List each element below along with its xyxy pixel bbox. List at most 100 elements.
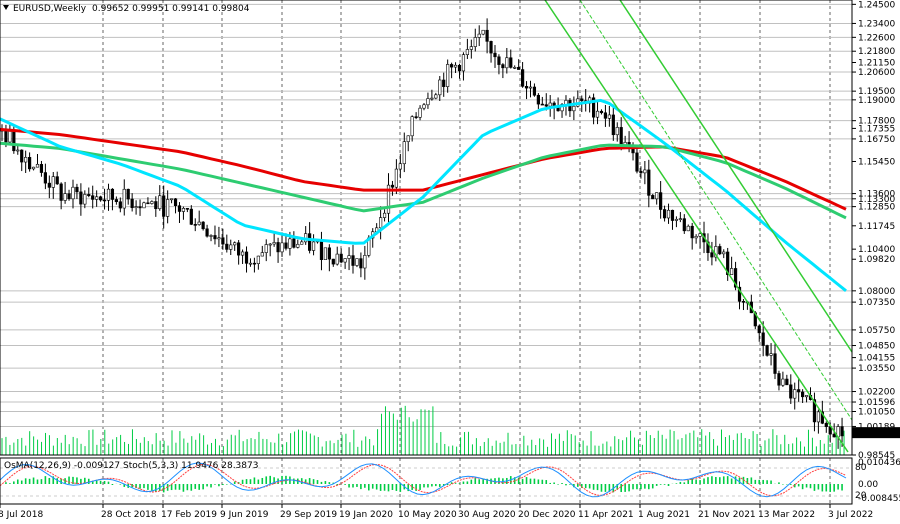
x-tick-label: 17 Feb 2019 bbox=[161, 510, 217, 520]
x-tick-label: 20 Dec 2020 bbox=[518, 510, 576, 520]
y-tick-label: 1.04850 bbox=[858, 342, 895, 352]
candle-body bbox=[177, 205, 182, 212]
candle-body bbox=[659, 192, 663, 210]
series-ema200 bbox=[0, 127, 847, 211]
candle-body bbox=[237, 242, 241, 256]
candle-body bbox=[722, 251, 726, 255]
candle-body bbox=[193, 224, 197, 226]
candle-body bbox=[785, 378, 789, 386]
candle-body bbox=[308, 233, 312, 251]
candle-body bbox=[718, 246, 722, 255]
candle-body bbox=[95, 196, 99, 200]
candle-body bbox=[820, 411, 824, 424]
candle-body bbox=[390, 184, 395, 188]
candle-body bbox=[730, 268, 734, 275]
candle-body bbox=[8, 131, 12, 143]
candle-body bbox=[686, 225, 690, 232]
candle-body bbox=[741, 301, 746, 303]
candle-body bbox=[280, 242, 284, 253]
candle-body bbox=[619, 127, 623, 148]
y-tick-label: 1.07350 bbox=[858, 298, 895, 308]
y-tick-label: 1.17800 bbox=[858, 117, 895, 127]
stoch-main-line bbox=[0, 462, 847, 498]
candle-body bbox=[394, 168, 398, 188]
candle-body bbox=[201, 221, 205, 230]
candle-body bbox=[615, 127, 619, 136]
candle-body bbox=[327, 247, 331, 260]
candle-body bbox=[690, 225, 694, 239]
y-tick-label: 1.09820 bbox=[858, 255, 895, 265]
candle-body bbox=[607, 114, 611, 119]
candle-body bbox=[769, 353, 773, 356]
candle-body bbox=[28, 157, 32, 170]
candle-body bbox=[106, 188, 111, 201]
candle-body bbox=[544, 104, 548, 107]
candle-body bbox=[465, 49, 469, 55]
x-tick-label: 1 Aug 2021 bbox=[638, 510, 690, 520]
candle-body bbox=[272, 242, 276, 245]
y-tick-label: 1.01596 bbox=[858, 398, 895, 408]
candle-body bbox=[288, 238, 292, 249]
x-tick-label: 11 Apr 2021 bbox=[578, 510, 634, 520]
candle-body bbox=[126, 188, 130, 200]
candle-body bbox=[98, 196, 103, 201]
candle-body bbox=[489, 41, 493, 54]
candle-body bbox=[359, 258, 363, 269]
candle-body bbox=[319, 240, 324, 260]
candle-body bbox=[158, 195, 162, 210]
candle-body bbox=[240, 251, 245, 256]
candle-body bbox=[63, 193, 67, 201]
candle-body bbox=[572, 105, 576, 112]
candle-body bbox=[51, 176, 55, 188]
candle-body bbox=[450, 64, 454, 68]
candle-body bbox=[248, 262, 253, 265]
y-tick-label: 1.16750 bbox=[858, 135, 895, 145]
channel-line bbox=[579, 0, 853, 421]
y-tick-label: 1.23400 bbox=[858, 19, 895, 29]
y-tick-label: 0.98545 bbox=[858, 451, 895, 461]
candle-body bbox=[91, 195, 95, 200]
candle-body bbox=[185, 208, 189, 210]
candle-body bbox=[256, 255, 260, 264]
candle-body bbox=[505, 57, 509, 69]
candle-body bbox=[595, 110, 600, 118]
x-tick-label: 21 Nov 2021 bbox=[698, 510, 756, 520]
candle-body bbox=[477, 33, 481, 38]
candle-body bbox=[252, 262, 257, 265]
y-tick-label: 1.24500 bbox=[858, 0, 895, 10]
candle-body bbox=[726, 251, 730, 275]
candle-body bbox=[355, 258, 359, 266]
y-tick-label: 1.21150 bbox=[858, 59, 895, 69]
candle-body bbox=[639, 170, 643, 174]
candle-body bbox=[233, 242, 237, 246]
x-tick-label: 3 Jul 2022 bbox=[828, 510, 873, 520]
candle-body bbox=[524, 86, 529, 89]
candle-body bbox=[31, 166, 36, 170]
candle-body bbox=[39, 164, 44, 173]
y-tick-label: 1.22600 bbox=[858, 33, 895, 43]
candle-body bbox=[83, 194, 87, 205]
symbol-dropdown-icon[interactable] bbox=[3, 5, 9, 10]
candle-body bbox=[643, 169, 647, 174]
indicator-panel bbox=[0, 458, 852, 504]
candle-body bbox=[442, 79, 446, 87]
candle-body bbox=[244, 251, 249, 264]
candle-body bbox=[528, 86, 533, 89]
candle-body bbox=[797, 389, 801, 393]
y-tick-label: 1.02200 bbox=[858, 388, 895, 398]
candle-body bbox=[517, 67, 521, 70]
candle-body bbox=[398, 163, 402, 170]
x-tick-label: 13 Mar 2022 bbox=[758, 510, 815, 520]
candle-body bbox=[276, 242, 280, 253]
candle-body bbox=[197, 221, 201, 225]
candle-body bbox=[733, 268, 738, 288]
candle-body bbox=[169, 198, 174, 201]
stoch-level-label: 20 bbox=[855, 491, 867, 501]
channel-line bbox=[619, 0, 853, 353]
plot-frame bbox=[0, 0, 853, 456]
y-tick-label: 1.15450 bbox=[858, 157, 895, 167]
x-tick-label: 8 Jul 2018 bbox=[0, 510, 43, 520]
candle-body bbox=[497, 56, 501, 65]
y-tick-label: 1.19500 bbox=[858, 87, 895, 97]
